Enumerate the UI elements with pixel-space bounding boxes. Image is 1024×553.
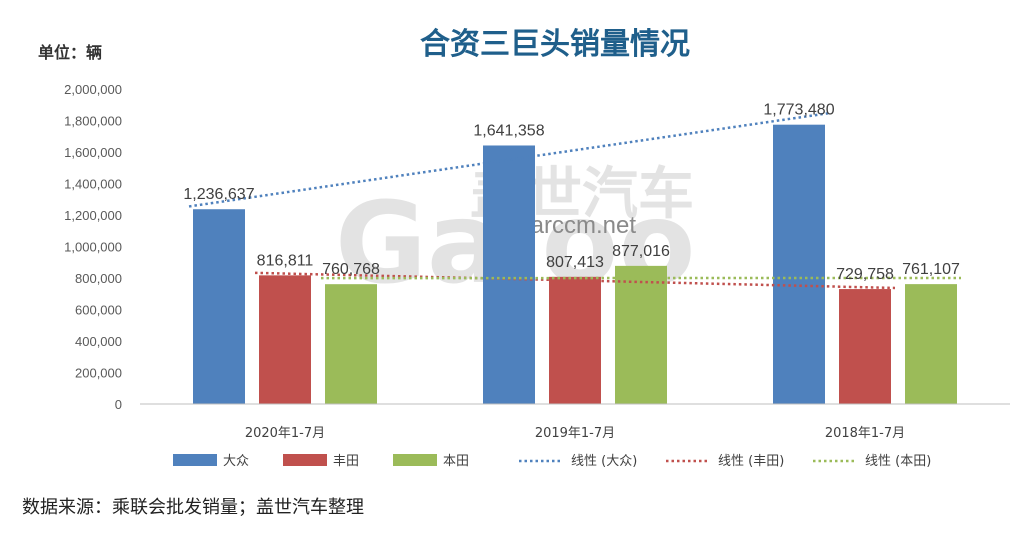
bar-丰田-1 [549,276,601,404]
y-tick-label: 1,600,000 [64,145,122,160]
legend-label: 本田 [443,454,469,469]
source-note: 数据来源：乘联会批发销量；盖世汽车整理 [22,497,364,518]
x-category-label: 2018年1-7月 [825,426,905,441]
bars [193,124,957,404]
legend-label: 大众 [223,454,249,469]
unit-label: 单位：辆 [38,43,102,62]
legend-label: 丰田 [333,454,359,469]
trendlines [188,111,962,290]
y-tick-label: 1,000,000 [64,240,122,255]
x-category-label: 2020年1-7月 [245,426,325,441]
value-label: 1,773,480 [763,102,834,119]
value-label: 1,641,358 [473,122,544,139]
legend: 大众 丰田 本田 线性 (大众) 线性 (丰田) 线性 (本田) [173,454,931,469]
bar-大众-0 [193,209,245,404]
chart-title: 合资三巨头销量情况 [420,27,690,62]
bar-本田-2 [905,284,957,404]
y-tick-label: 1,800,000 [64,114,122,129]
bar-大众-1 [483,145,535,404]
bar-大众-2 [773,124,825,404]
bar-本田-0 [325,284,377,404]
value-label: 807,413 [546,254,604,271]
legend-swatch-大众 [173,454,217,466]
x-category-label: 2019年1-7月 [535,426,615,441]
x-axis-categories: 2020年1-7月 2019年1-7月 2018年1-7月 [245,426,905,441]
y-tick-label: 200,000 [75,366,122,381]
y-tick-label: 600,000 [75,303,122,318]
y-axis-ticks: 0 200,000 400,000 600,000 800,000 1,000,000 1,… [64,82,122,412]
value-label: 816,811 [257,252,314,269]
y-tick-label: 800,000 [75,271,122,286]
value-label: 1,236,637 [183,186,254,203]
value-label: 729,758 [836,266,894,283]
legend-label: 线性 (本田) [865,454,931,469]
y-tick-label: 1,200,000 [64,208,122,223]
legend-swatch-丰田 [283,454,327,466]
legend-label: 线性 (丰田) [718,454,784,469]
bar-本田-1 [615,265,667,404]
legend-swatch-本田 [393,454,437,466]
y-tick-label: 400,000 [75,334,122,349]
bar-丰田-0 [259,275,311,404]
value-label: 877,016 [612,243,670,260]
bar-丰田-2 [839,289,891,404]
legend-label: 线性 (大众) [571,454,637,469]
y-tick-label: 1,400,000 [64,177,122,192]
value-label: 761,107 [902,261,960,278]
y-tick-label: 0 [115,397,122,412]
value-label: 760,768 [322,261,380,278]
trendline-丰田 [254,271,896,290]
value-labels: 1,236,637 1,641,358 1,773,480 816,811 807,41… [183,102,960,283]
y-tick-label: 2,000,000 [64,82,122,97]
